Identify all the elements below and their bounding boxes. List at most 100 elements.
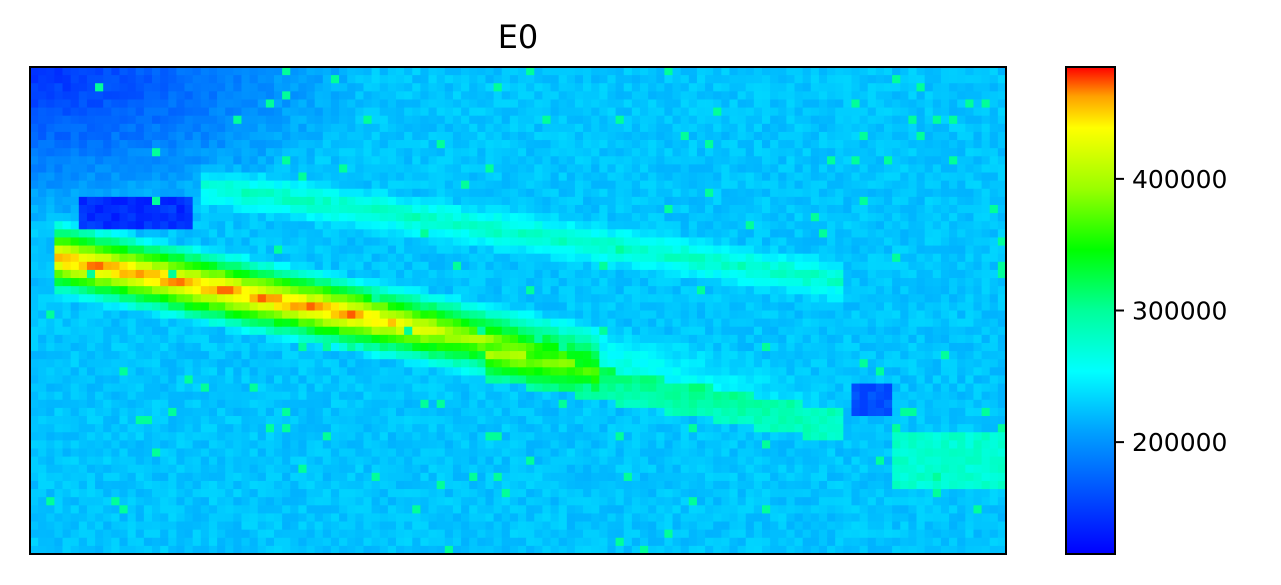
heatmap-cell	[696, 351, 706, 360]
heatmap-cell	[363, 99, 372, 108]
heatmap-cell	[387, 351, 397, 360]
heatmap-cell	[62, 237, 72, 246]
heatmap-cell	[623, 278, 633, 287]
heatmap-cell	[818, 359, 828, 368]
heatmap-cell	[981, 351, 991, 360]
heatmap-cell	[884, 245, 893, 255]
heatmap-cell	[355, 278, 364, 287]
heatmap-cell	[184, 237, 194, 246]
heatmap-cell	[778, 359, 787, 368]
heatmap-cell	[225, 99, 234, 108]
heatmap-cell	[241, 156, 250, 165]
heatmap-cell	[257, 131, 267, 141]
heatmap-cell	[501, 107, 511, 117]
heatmap-cell	[412, 164, 421, 173]
heatmap-cell	[30, 383, 39, 393]
heatmap-cell	[949, 326, 958, 336]
heatmap-cell	[534, 383, 543, 393]
heatmap-cell	[932, 391, 942, 401]
heatmap-cell	[103, 351, 112, 360]
heatmap-cell	[550, 253, 560, 263]
heatmap-cell	[574, 383, 584, 393]
heatmap-cell	[371, 229, 381, 238]
heatmap-cell	[322, 213, 332, 222]
heatmap-cell	[607, 391, 616, 401]
heatmap-cell	[648, 221, 657, 230]
heatmap-cell	[143, 253, 153, 263]
heatmap-cell	[95, 213, 104, 222]
heatmap-cell	[843, 261, 852, 271]
heatmap-cell	[973, 383, 982, 393]
heatmap-cell	[940, 172, 950, 182]
heatmap-cell	[989, 188, 999, 198]
heatmap-cell	[54, 83, 63, 92]
heatmap-cell	[78, 188, 88, 198]
heatmap-cell	[924, 391, 934, 401]
heatmap-cell	[566, 164, 576, 173]
heatmap-cell	[973, 188, 982, 198]
heatmap-cell	[322, 75, 332, 84]
heatmap-cell	[599, 237, 608, 246]
heatmap-cell	[542, 269, 551, 279]
heatmap-cell	[290, 91, 299, 100]
heatmap-cell	[274, 269, 283, 279]
heatmap-cell	[721, 253, 730, 263]
heatmap-cell	[420, 399, 429, 409]
heatmap-cell	[152, 351, 161, 360]
heatmap-cell	[322, 391, 332, 401]
heatmap-cell	[103, 391, 112, 401]
heatmap-cell	[257, 269, 267, 279]
heatmap-cell	[257, 334, 267, 344]
heatmap-cell	[282, 245, 291, 255]
heatmap-cell	[705, 269, 714, 279]
heatmap-cell	[607, 229, 616, 238]
heatmap-cell	[363, 359, 372, 368]
heatmap-cell	[314, 131, 324, 141]
heatmap-cell	[111, 326, 120, 336]
heatmap-cell	[827, 123, 836, 133]
heatmap-cell	[444, 302, 454, 311]
heatmap-cell	[54, 391, 63, 401]
heatmap-cell	[680, 83, 690, 92]
heatmap-cell	[997, 334, 1007, 344]
heatmap-cell	[835, 269, 844, 279]
heatmap-cell	[363, 294, 372, 303]
heatmap-cell	[111, 237, 120, 246]
heatmap-cell	[802, 334, 812, 344]
heatmap-cell	[274, 221, 283, 230]
heatmap-cell	[217, 131, 226, 141]
heatmap-cell	[396, 172, 405, 182]
heatmap-cell	[965, 164, 974, 173]
heatmap-cell	[574, 318, 584, 328]
heatmap-cell	[298, 140, 307, 149]
heatmap-cell	[607, 286, 616, 295]
heatmap-cell	[989, 99, 999, 108]
heatmap-cell	[631, 286, 641, 295]
heatmap-cell	[827, 107, 836, 117]
heatmap-cell	[859, 278, 869, 287]
heatmap-cell	[875, 204, 885, 214]
heatmap-cell	[623, 294, 633, 303]
heatmap-cell	[461, 351, 470, 360]
heatmap-cell	[241, 294, 250, 303]
heatmap-cell	[176, 310, 185, 320]
heatmap-cell	[818, 148, 828, 157]
heatmap-cell	[713, 213, 722, 222]
heatmap-cell	[753, 213, 763, 222]
heatmap-cell	[274, 148, 283, 157]
heatmap-cell	[680, 383, 690, 393]
heatmap-cell	[444, 383, 454, 393]
heatmap-cell	[843, 253, 852, 263]
heatmap-cell	[550, 99, 560, 108]
heatmap-cell	[30, 294, 39, 303]
heatmap-cell	[973, 326, 982, 336]
heatmap-cell	[745, 196, 755, 206]
heatmap-cell	[583, 123, 592, 133]
heatmap-cell	[802, 140, 812, 149]
heatmap-cell	[322, 164, 332, 173]
heatmap-cell	[306, 375, 316, 384]
heatmap-cell	[762, 115, 771, 125]
heatmap-cell	[623, 237, 633, 246]
heatmap-cell	[932, 83, 942, 92]
heatmap-cell	[38, 318, 47, 328]
